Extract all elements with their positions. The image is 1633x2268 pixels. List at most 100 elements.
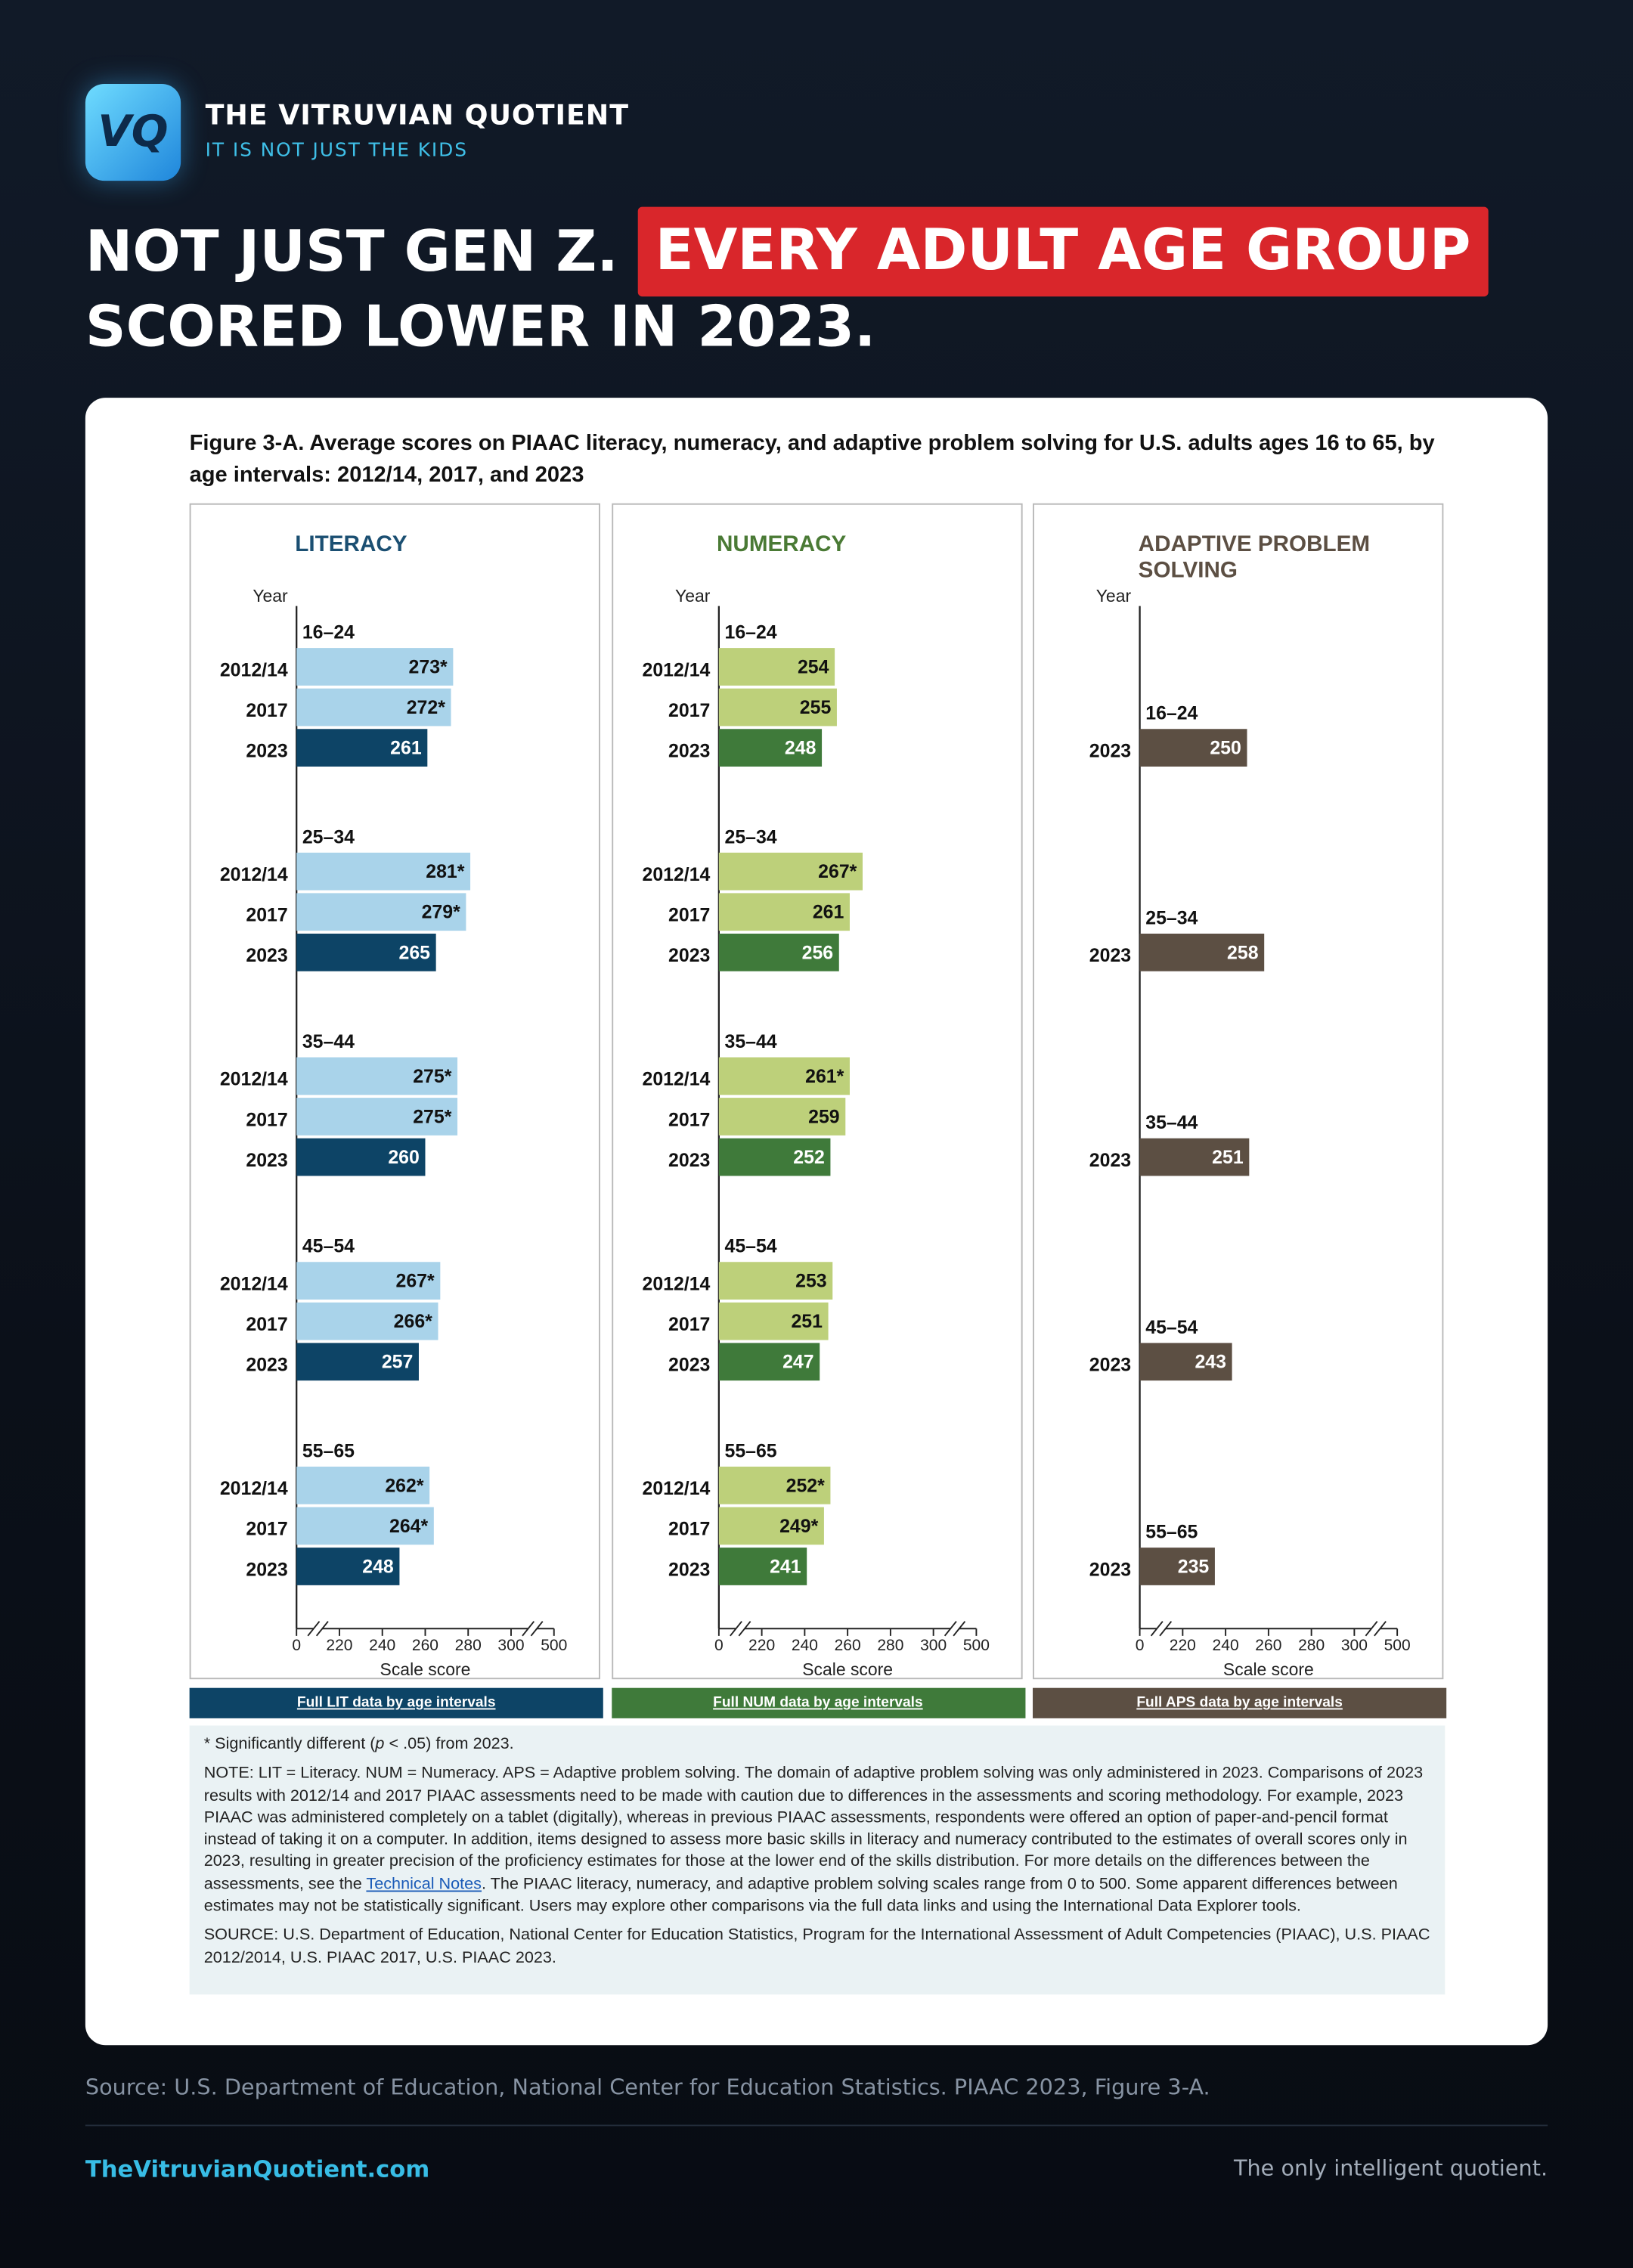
bar — [717, 933, 838, 971]
x-tick-label: 260 — [834, 1637, 860, 1654]
headline: NOT JUST GEN Z. — [85, 219, 618, 285]
axis-break — [950, 1625, 959, 1632]
bar — [296, 1057, 458, 1095]
y-axis-label: Year — [674, 586, 710, 606]
chart-panel: ADAPTIVE PROBLEM SOLVING Year 0 220 240 260 28… — [1033, 503, 1444, 1680]
year-label: 2017 — [246, 905, 287, 926]
chart-title: LITERACY — [295, 532, 407, 557]
value-label: 252* — [786, 1475, 824, 1496]
value-label: 267* — [396, 1271, 435, 1292]
axis-break — [528, 1625, 538, 1632]
bar — [296, 688, 451, 727]
group-label: 55–65 — [724, 1440, 776, 1461]
bar — [717, 1138, 830, 1176]
bar — [717, 729, 822, 767]
axis-break — [530, 1621, 544, 1637]
year-label: 2023 — [1089, 740, 1131, 761]
year-label: 2012/14 — [642, 1273, 710, 1294]
site-link[interactable]: TheVitruvianQuotient.com — [85, 2155, 430, 2183]
year-label: 2017 — [246, 1314, 287, 1335]
axis-break — [737, 1621, 751, 1637]
bar — [296, 648, 454, 686]
year-label: 2012/14 — [220, 1069, 288, 1090]
value-label: 255 — [799, 697, 831, 718]
value-label: 251 — [1212, 1147, 1244, 1168]
bar — [296, 1548, 400, 1585]
x-tick-label: 240 — [1213, 1637, 1239, 1654]
note: NOTE: LIT = Literacy. NUM = Numeracy. AP… — [204, 1764, 1430, 1919]
x-tick-label: 0 — [1136, 1637, 1145, 1654]
tagline: IT IS NOT JUST THE KIDS — [205, 140, 468, 163]
group-label: 45–54 — [1145, 1317, 1198, 1338]
group-label: 16–24 — [724, 622, 776, 643]
value-label: 257 — [382, 1352, 413, 1373]
x-tick-label: 280 — [455, 1637, 482, 1654]
axis-break — [1157, 1625, 1166, 1632]
bar — [296, 1507, 434, 1545]
x-tick-label: 240 — [791, 1637, 817, 1654]
technical-notes-link[interactable]: Technical Notes — [366, 1875, 482, 1893]
bar — [296, 729, 428, 767]
chart-title: ADAPTIVE PROBLEM SOLVING — [1138, 532, 1371, 584]
bar — [296, 1262, 441, 1300]
value-label: 248 — [784, 738, 816, 759]
bar — [296, 893, 466, 931]
x-tick-label: 300 — [497, 1637, 524, 1654]
axis-break — [1150, 1621, 1164, 1637]
bar — [1139, 1343, 1232, 1381]
axis-break — [1365, 1621, 1378, 1637]
group-label: 35–44 — [724, 1031, 776, 1052]
year-label: 2017 — [246, 700, 287, 721]
group-label: 55–65 — [302, 1440, 355, 1461]
year-label: 2023 — [246, 945, 287, 966]
year-label: 2023 — [1089, 1355, 1131, 1376]
source: Source: U.S. Department of Education, Na… — [85, 2074, 1210, 2100]
headline: SCORED LOWER IN 2023. — [85, 295, 876, 361]
bar — [717, 1507, 823, 1545]
group-label: 16–24 — [302, 622, 355, 643]
group-label: 35–44 — [302, 1031, 355, 1052]
brand: THE VITRUVIAN QUOTIENT — [205, 100, 629, 132]
bar — [296, 1466, 430, 1504]
year-label: 2017 — [246, 1109, 287, 1130]
year-label: 2017 — [246, 1519, 287, 1540]
bar — [717, 1057, 850, 1095]
y-axis-label: Year — [253, 586, 288, 606]
data-link[interactable]: Full NUM data by age intervals — [611, 1687, 1025, 1718]
chart: Year 0 220 240 260 280 300 500 Scale score 16–24 2… — [1089, 586, 1411, 1679]
headline-highlight: EVERY ADULT AGE GROUP — [637, 206, 1489, 297]
bar — [717, 1098, 845, 1136]
data-link[interactable]: Full APS data by age intervals — [1033, 1687, 1447, 1718]
bar — [296, 1302, 438, 1340]
year-label: 2012/14 — [220, 659, 288, 680]
value-label: 261 — [812, 902, 844, 923]
x-tick-label: 280 — [876, 1637, 903, 1654]
x-axis-label: Scale score — [801, 1659, 892, 1678]
year-label: 2012/14 — [220, 1273, 288, 1294]
value-label: 272* — [407, 697, 445, 718]
value-label: 247 — [782, 1352, 813, 1373]
y-axis-label: Year — [1096, 586, 1132, 606]
figure-title: Figure 3-A. Average scores on PIAAC lite… — [189, 431, 1435, 488]
bar — [717, 893, 850, 931]
bar — [1139, 1548, 1215, 1585]
bar — [717, 1343, 820, 1381]
year-label: 2017 — [668, 905, 709, 926]
year-label: 2023 — [1089, 1559, 1131, 1580]
year-label: 2012/14 — [220, 1478, 288, 1499]
value-label: 261 — [390, 738, 422, 759]
value-label: 266* — [394, 1311, 432, 1332]
x-tick-label: 0 — [714, 1637, 723, 1654]
bar — [717, 648, 835, 686]
data-link[interactable]: Full LIT data by age intervals — [189, 1687, 603, 1718]
year-label: 2023 — [1089, 945, 1131, 966]
value-label: 243 — [1195, 1352, 1226, 1373]
bar — [1139, 1138, 1250, 1176]
year-label: 2023 — [246, 1559, 287, 1580]
group-label: 25–34 — [302, 826, 355, 847]
x-tick-label: 500 — [1384, 1637, 1411, 1654]
x-axis-label: Scale score — [1223, 1659, 1314, 1678]
axis-break — [735, 1625, 745, 1632]
bar — [296, 933, 436, 971]
